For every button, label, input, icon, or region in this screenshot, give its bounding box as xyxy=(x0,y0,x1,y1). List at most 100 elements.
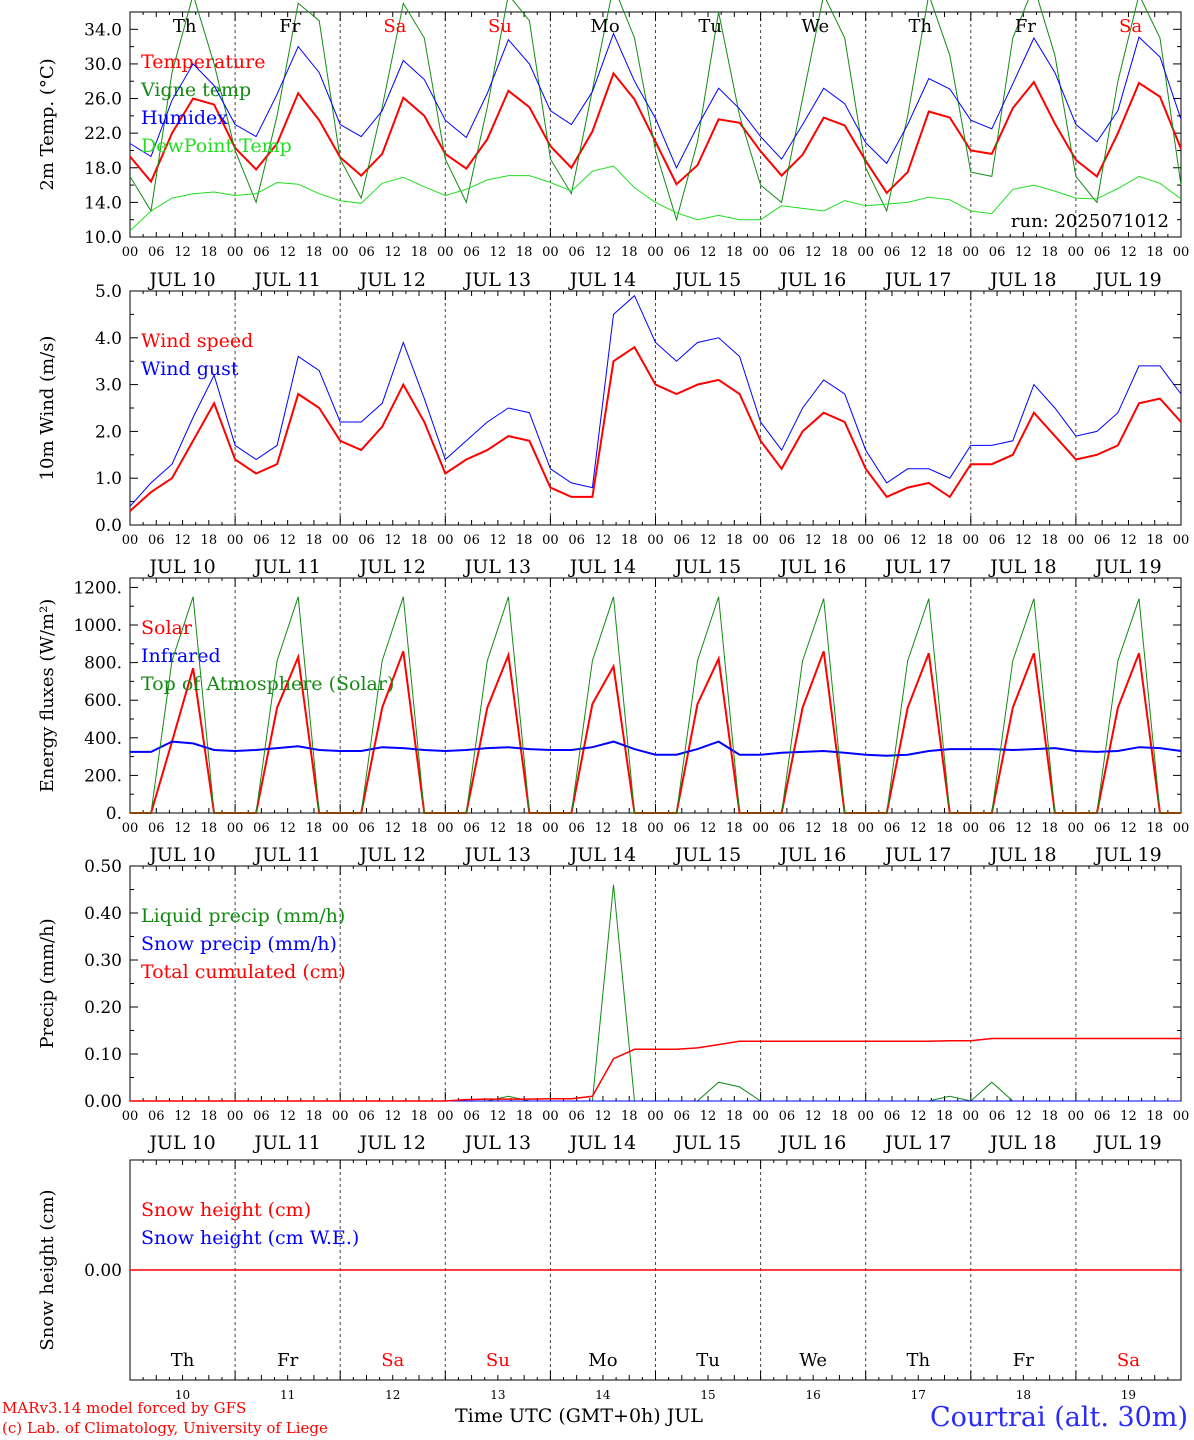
hour-label: 06 xyxy=(674,245,691,260)
date-label: JUL 15 xyxy=(673,556,741,578)
hour-label: 12 xyxy=(490,1109,507,1124)
date-label: JUL 18 xyxy=(988,1132,1056,1154)
hour-label: 00 xyxy=(1173,533,1190,548)
hour-label: 18 xyxy=(726,533,743,548)
date-label: JUL 11 xyxy=(252,844,320,866)
hour-label: 12 xyxy=(700,533,717,548)
hour-label: 06 xyxy=(463,1109,480,1124)
hour-label: 12 xyxy=(1015,245,1032,260)
hour-label: 12 xyxy=(1015,1109,1032,1124)
hour-label: 06 xyxy=(1094,533,1111,548)
y-tick-label: 1000. xyxy=(73,616,122,636)
hour-label: 06 xyxy=(358,821,375,836)
run-annotation: run: 2025071012 xyxy=(1011,211,1169,232)
hour-label: 06 xyxy=(463,533,480,548)
legend-entry: Wind speed xyxy=(141,330,253,352)
hour-label: 18 xyxy=(306,533,323,548)
date-label: JUL 18 xyxy=(988,269,1056,291)
y-tick-label: 18.0 xyxy=(84,159,122,179)
hour-label: 18 xyxy=(936,245,953,260)
series-line xyxy=(129,32,1182,169)
date-label: JUL 10 xyxy=(147,1132,215,1154)
y-tick-label: 26.0 xyxy=(84,90,122,110)
hour-label: 18 xyxy=(306,821,323,836)
day-name: Fr xyxy=(279,16,300,37)
y-axis-label: Energy fluxes (W/m²) xyxy=(37,599,58,793)
day-name: Tu xyxy=(698,16,722,37)
series-line xyxy=(130,740,1182,757)
hour-label: 12 xyxy=(595,533,612,548)
hour-label: 18 xyxy=(726,821,743,836)
hour-label: 12 xyxy=(174,1109,191,1124)
day-name: Su xyxy=(488,16,512,37)
day-name: Mo xyxy=(590,16,619,37)
day-number: 19 xyxy=(1121,1388,1136,1402)
y-tick-label: 1.0 xyxy=(95,469,122,489)
day-name: Sa xyxy=(383,16,406,37)
day-number: 13 xyxy=(490,1388,505,1402)
hour-label: 18 xyxy=(1146,533,1163,548)
hour-label: 06 xyxy=(568,245,585,260)
y-tick-label: 30.0 xyxy=(84,55,122,75)
legend-entry: Humidex xyxy=(141,107,228,129)
date-label: JUL 19 xyxy=(1093,1132,1161,1154)
y-tick-label: 0.00 xyxy=(84,1092,122,1112)
legend-entry: Wind gust xyxy=(141,358,239,380)
hour-label: 00 xyxy=(542,533,559,548)
hour-label: 00 xyxy=(857,533,874,548)
y-tick-label: 0. xyxy=(106,804,122,824)
hour-label: 12 xyxy=(910,1109,927,1124)
day-name: Fr xyxy=(1013,1350,1034,1371)
hour-label: 12 xyxy=(700,821,717,836)
hour-label: 00 xyxy=(1068,1109,1085,1124)
hour-label: 18 xyxy=(411,245,428,260)
hour-label: 12 xyxy=(1015,533,1032,548)
day-name: Th xyxy=(906,1350,930,1371)
hour-label: 00 xyxy=(963,1109,980,1124)
hour-label: 18 xyxy=(726,1109,743,1124)
date-label: JUL 14 xyxy=(568,1132,636,1154)
day-number: 16 xyxy=(806,1388,821,1402)
hour-label: 00 xyxy=(857,1109,874,1124)
hour-label: 00 xyxy=(752,1109,769,1124)
date-label: JUL 13 xyxy=(463,269,531,291)
hour-label: 12 xyxy=(490,245,507,260)
hour-label: 06 xyxy=(884,533,901,548)
hour-label: 12 xyxy=(174,245,191,260)
hour-label: 18 xyxy=(1041,245,1058,260)
hour-label: 00 xyxy=(857,821,874,836)
hour-label: 12 xyxy=(279,821,296,836)
hour-label: 06 xyxy=(568,533,585,548)
hour-label: 00 xyxy=(122,1109,139,1124)
y-axis-label: Precip (mm/h) xyxy=(37,918,58,1048)
y-tick-label: 34.0 xyxy=(84,20,122,40)
hour-label: 12 xyxy=(279,1109,296,1124)
date-label: JUL 14 xyxy=(568,844,636,866)
hour-label: 12 xyxy=(595,1109,612,1124)
legend-entry: Temperature xyxy=(141,51,265,73)
date-label: JUL 12 xyxy=(358,1132,426,1154)
legend-entry: Top of Atmosphere (Solar) xyxy=(141,673,394,695)
hour-label: 12 xyxy=(1120,245,1137,260)
hour-label: 00 xyxy=(227,533,244,548)
hour-label: 18 xyxy=(516,245,533,260)
hour-label: 00 xyxy=(1068,245,1085,260)
hour-label: 12 xyxy=(805,245,822,260)
hour-label: 12 xyxy=(174,533,191,548)
hour-label: 18 xyxy=(201,245,218,260)
y-axis-label: 2m Temp. (°C) xyxy=(37,58,58,190)
hour-label: 06 xyxy=(253,245,270,260)
hour-label: 00 xyxy=(332,245,349,260)
hour-label: 06 xyxy=(989,1109,1006,1124)
y-tick-label: 22.0 xyxy=(84,124,122,144)
hour-label: 18 xyxy=(831,533,848,548)
hour-label: 06 xyxy=(1094,821,1111,836)
y-tick-label: 0.10 xyxy=(84,1045,122,1065)
hour-label: 18 xyxy=(306,1109,323,1124)
y-axis-label: 10m Wind (m/s) xyxy=(37,336,58,481)
day-name: Su xyxy=(486,1350,510,1371)
hour-label: 06 xyxy=(989,245,1006,260)
hour-label: 12 xyxy=(700,245,717,260)
date-label: JUL 14 xyxy=(568,556,636,578)
credit-line-model: MARv3.14 model forced by GFS xyxy=(2,1399,247,1417)
